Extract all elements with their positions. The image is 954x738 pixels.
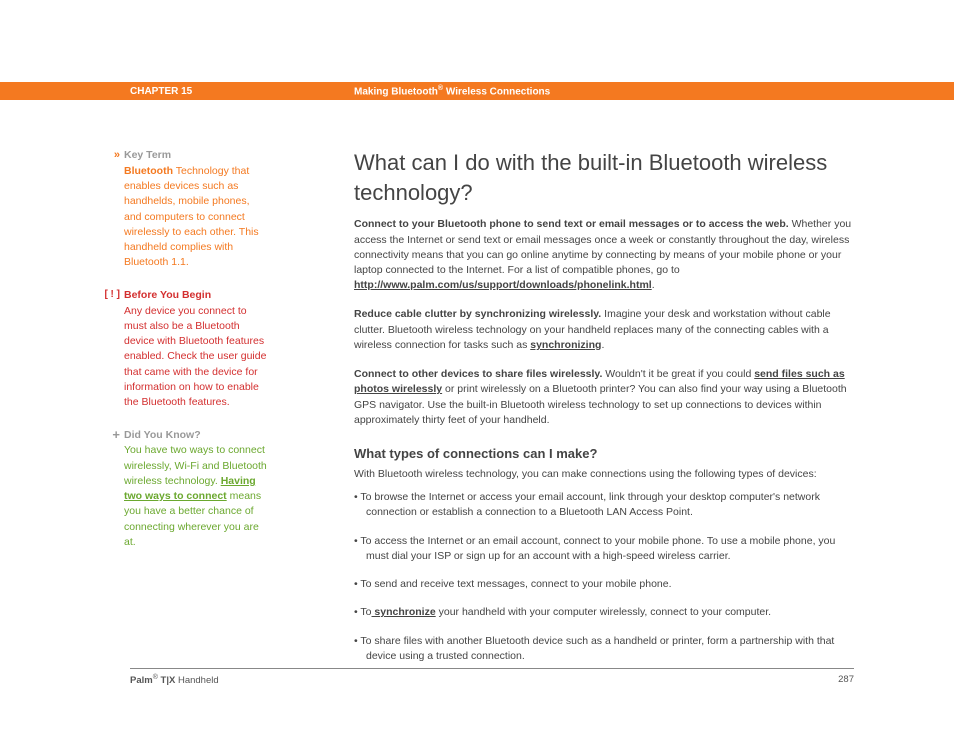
synchronizing-link[interactable]: synchronizing: [530, 339, 601, 351]
chapter-header: CHAPTER 15 Making Bluetooth® Wireless Co…: [0, 82, 954, 100]
before-body: Any device you connect to must also be a…: [124, 304, 268, 411]
key-term-body: Bluetooth Technology that enables device…: [124, 164, 268, 271]
did-you-know-block: +Did You Know? You have two ways to conn…: [100, 428, 268, 550]
key-term-marker: »: [100, 148, 124, 164]
chapter-title: Making Bluetooth® Wireless Connections: [354, 85, 550, 97]
key-term-heading: Key Term: [124, 149, 171, 161]
para-reduce-clutter: Reduce cable clutter by synchronizing wi…: [354, 307, 854, 353]
list-item: To browse the Internet or access your em…: [354, 490, 854, 520]
list-item: To access the Internet or an email accou…: [354, 534, 854, 564]
dyk-heading: Did You Know?: [124, 429, 201, 441]
footer-product: Palm® T|X Handheld: [130, 674, 219, 686]
subheading-connections: What types of connections can I make?: [354, 446, 854, 461]
synchronize-link[interactable]: synchronize: [372, 606, 436, 618]
list-item: To share files with another Bluetooth de…: [354, 634, 854, 664]
para-connect-phone: Connect to your Bluetooth phone to send …: [354, 217, 854, 293]
connection-types-list: To browse the Internet or access your em…: [354, 490, 854, 664]
before-heading: Before You Begin: [124, 289, 211, 301]
phonelink-url[interactable]: http://www.palm.com/us/support/downloads…: [354, 279, 652, 291]
page-title: What can I do with the built-in Bluetoot…: [354, 148, 854, 207]
main-content: What can I do with the built-in Bluetoot…: [354, 148, 854, 677]
list-item: To synchronize your handheld with your c…: [354, 605, 854, 620]
sidebar: »Key Term Bluetooth Technology that enab…: [100, 148, 268, 568]
para-share-files: Connect to other devices to share files …: [354, 367, 854, 428]
before-you-begin-block: [ ! ]Before You Begin Any device you con…: [100, 288, 268, 410]
dyk-marker: +: [100, 428, 124, 441]
page-footer: Palm® T|X Handheld 287: [130, 674, 854, 686]
list-item: To send and receive text messages, conne…: [354, 577, 854, 592]
page-number: 287: [838, 674, 854, 686]
dyk-body: You have two ways to connect wirelessly,…: [124, 443, 268, 550]
before-marker: [ ! ]: [96, 288, 124, 303]
key-term-block: »Key Term Bluetooth Technology that enab…: [100, 148, 268, 270]
footer-divider: [130, 668, 854, 669]
para-connection-types-intro: With Bluetooth wireless technology, you …: [354, 467, 854, 482]
chapter-number: CHAPTER 15: [130, 86, 192, 97]
